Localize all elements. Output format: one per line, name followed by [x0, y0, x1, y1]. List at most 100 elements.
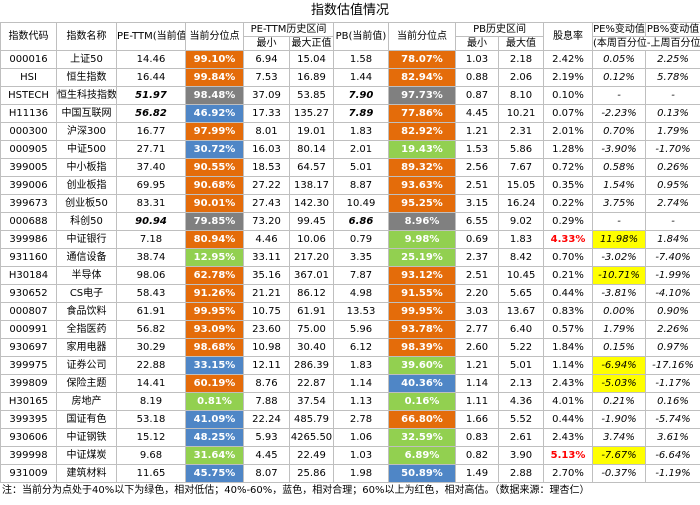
table-cell: 286.39	[289, 356, 334, 375]
table-cell: 62.78%	[185, 266, 244, 285]
table-cell: 4.33%	[543, 230, 594, 249]
table-cell: 2.61	[497, 428, 545, 447]
table-cell: 21.21	[243, 284, 290, 303]
table-cell: 399809	[0, 374, 57, 393]
header-subcell: 最大正值	[289, 36, 334, 51]
table-cell: 75.00	[289, 320, 334, 339]
table-cell: 32.59%	[388, 428, 456, 447]
table-cell: 0.70%	[592, 122, 647, 141]
table-cell: 2.43%	[543, 374, 594, 393]
table-cell: 恒生指数	[56, 68, 117, 87]
table-cell: 10.49	[333, 194, 389, 213]
table-cell: 0.58%	[592, 158, 647, 177]
table-cell: 0.05%	[592, 50, 647, 69]
table-cell: 1.14	[333, 374, 389, 393]
table-cell: 27.71	[116, 140, 186, 159]
table-cell: 半导体	[56, 266, 117, 285]
table-cell: 全指医药	[56, 320, 117, 339]
table-cell: 50.89%	[388, 464, 456, 483]
table-cell: 7.53	[243, 68, 290, 87]
table-cell: 2.37	[455, 248, 499, 267]
table-cell: 82.94%	[388, 68, 456, 87]
table-cell: 9.68	[116, 446, 186, 465]
table-cell: 000991	[0, 320, 57, 339]
table-cell: 2.31	[497, 122, 545, 141]
table-cell: 8.76	[243, 374, 290, 393]
header-cell: PB%变动值	[645, 22, 700, 37]
table-cell: 82.92%	[388, 122, 456, 141]
table-cell: 930606	[0, 428, 57, 447]
table-cell: 建筑材料	[56, 464, 117, 483]
table-cell: 97.99%	[185, 122, 244, 141]
table-cell: 2.77	[455, 320, 499, 339]
table-cell: 0.21%	[592, 392, 647, 411]
table-cell: 0.90%	[645, 302, 700, 321]
table-cell: 8.01	[243, 122, 290, 141]
table-cell: 22.87	[289, 374, 334, 393]
table-cell: 10.45	[497, 266, 545, 285]
table-cell: 中证银行	[56, 230, 117, 249]
table-cell: 53.18	[116, 410, 186, 429]
table-cell: 15.05	[497, 176, 545, 195]
table-cell: 0.83	[455, 428, 499, 447]
table-cell: 1.83	[497, 230, 545, 249]
header-cell: PB(当前值)	[333, 22, 389, 51]
table-cell: -1.17%	[645, 374, 700, 393]
table-cell: 保险主题	[56, 374, 117, 393]
table-cell: 399005	[0, 158, 57, 177]
table-cell: 18.53	[243, 158, 290, 177]
table-cell: 1.54%	[592, 176, 647, 195]
table-cell: 6.94	[243, 50, 290, 69]
table-cell: 86.12	[289, 284, 334, 303]
table-cell: 16.89	[289, 68, 334, 87]
table-cell: -5.03%	[592, 374, 647, 393]
table-cell: 93.09%	[185, 320, 244, 339]
table-cell: -4.10%	[645, 284, 700, 303]
table-cell: 10.06	[289, 230, 334, 249]
table-cell: -1.90%	[592, 410, 647, 429]
table-cell: 2.01	[333, 140, 389, 159]
table-cell: 0.81%	[185, 392, 244, 411]
table-cell: 000905	[0, 140, 57, 159]
table-cell: 000300	[0, 122, 57, 141]
table-cell: 93.78%	[388, 320, 456, 339]
table-cell: 5.22	[497, 338, 545, 357]
table-cell: 000016	[0, 50, 57, 69]
table-cell: 142.30	[289, 194, 334, 213]
table-cell: 97.73%	[388, 86, 456, 105]
table-cell: 7.89	[333, 104, 389, 123]
table-cell: 14.46	[116, 50, 186, 69]
table-cell: 98.06	[116, 266, 186, 285]
table-cell: 0.88	[455, 68, 499, 87]
table-cell: 6.86	[333, 212, 389, 231]
table-cell: 国证有色	[56, 410, 117, 429]
table-cell: 6.89%	[388, 446, 456, 465]
table-cell: 1.84%	[543, 338, 594, 357]
table-cell: -6.94%	[592, 356, 647, 375]
valuation-table: 指数代码 指数名称 PE-TTM(当前值) 当前分位点 PE-TTM历史区间 PB(当前值…	[0, 22, 700, 483]
table-cell: 0.10%	[543, 86, 594, 105]
table-cell: -2.23%	[592, 104, 647, 123]
table-cell: 0.87	[455, 86, 499, 105]
table-cell: 4.98	[333, 284, 389, 303]
table-cell: 30.72%	[185, 140, 244, 159]
table-cell: 15.12	[116, 428, 186, 447]
table-cell: 11.65	[116, 464, 186, 483]
table-cell: 80.14	[289, 140, 334, 159]
header-cell: PB历史区间	[454, 22, 545, 37]
table-cell: 41.09%	[185, 410, 244, 429]
table-cell: 217.20	[289, 248, 334, 267]
table-cell: 1.14%	[543, 356, 594, 375]
header-subcell: 最小	[455, 36, 499, 51]
table-cell: 83.31	[116, 194, 186, 213]
table-cell: 39.60%	[388, 356, 456, 375]
table-cell: 1.79%	[645, 122, 700, 141]
table-cell: H30184	[0, 266, 57, 285]
table-cell: 9.98%	[388, 230, 456, 249]
table-cell: 10.75	[243, 302, 290, 321]
table-cell: 4.45	[455, 104, 499, 123]
table-cell: 5.01	[333, 158, 389, 177]
table-cell: 中证钢铁	[56, 428, 117, 447]
table-cell: 51.97	[116, 86, 186, 105]
table-cell: 恒生科技指数	[56, 86, 117, 105]
